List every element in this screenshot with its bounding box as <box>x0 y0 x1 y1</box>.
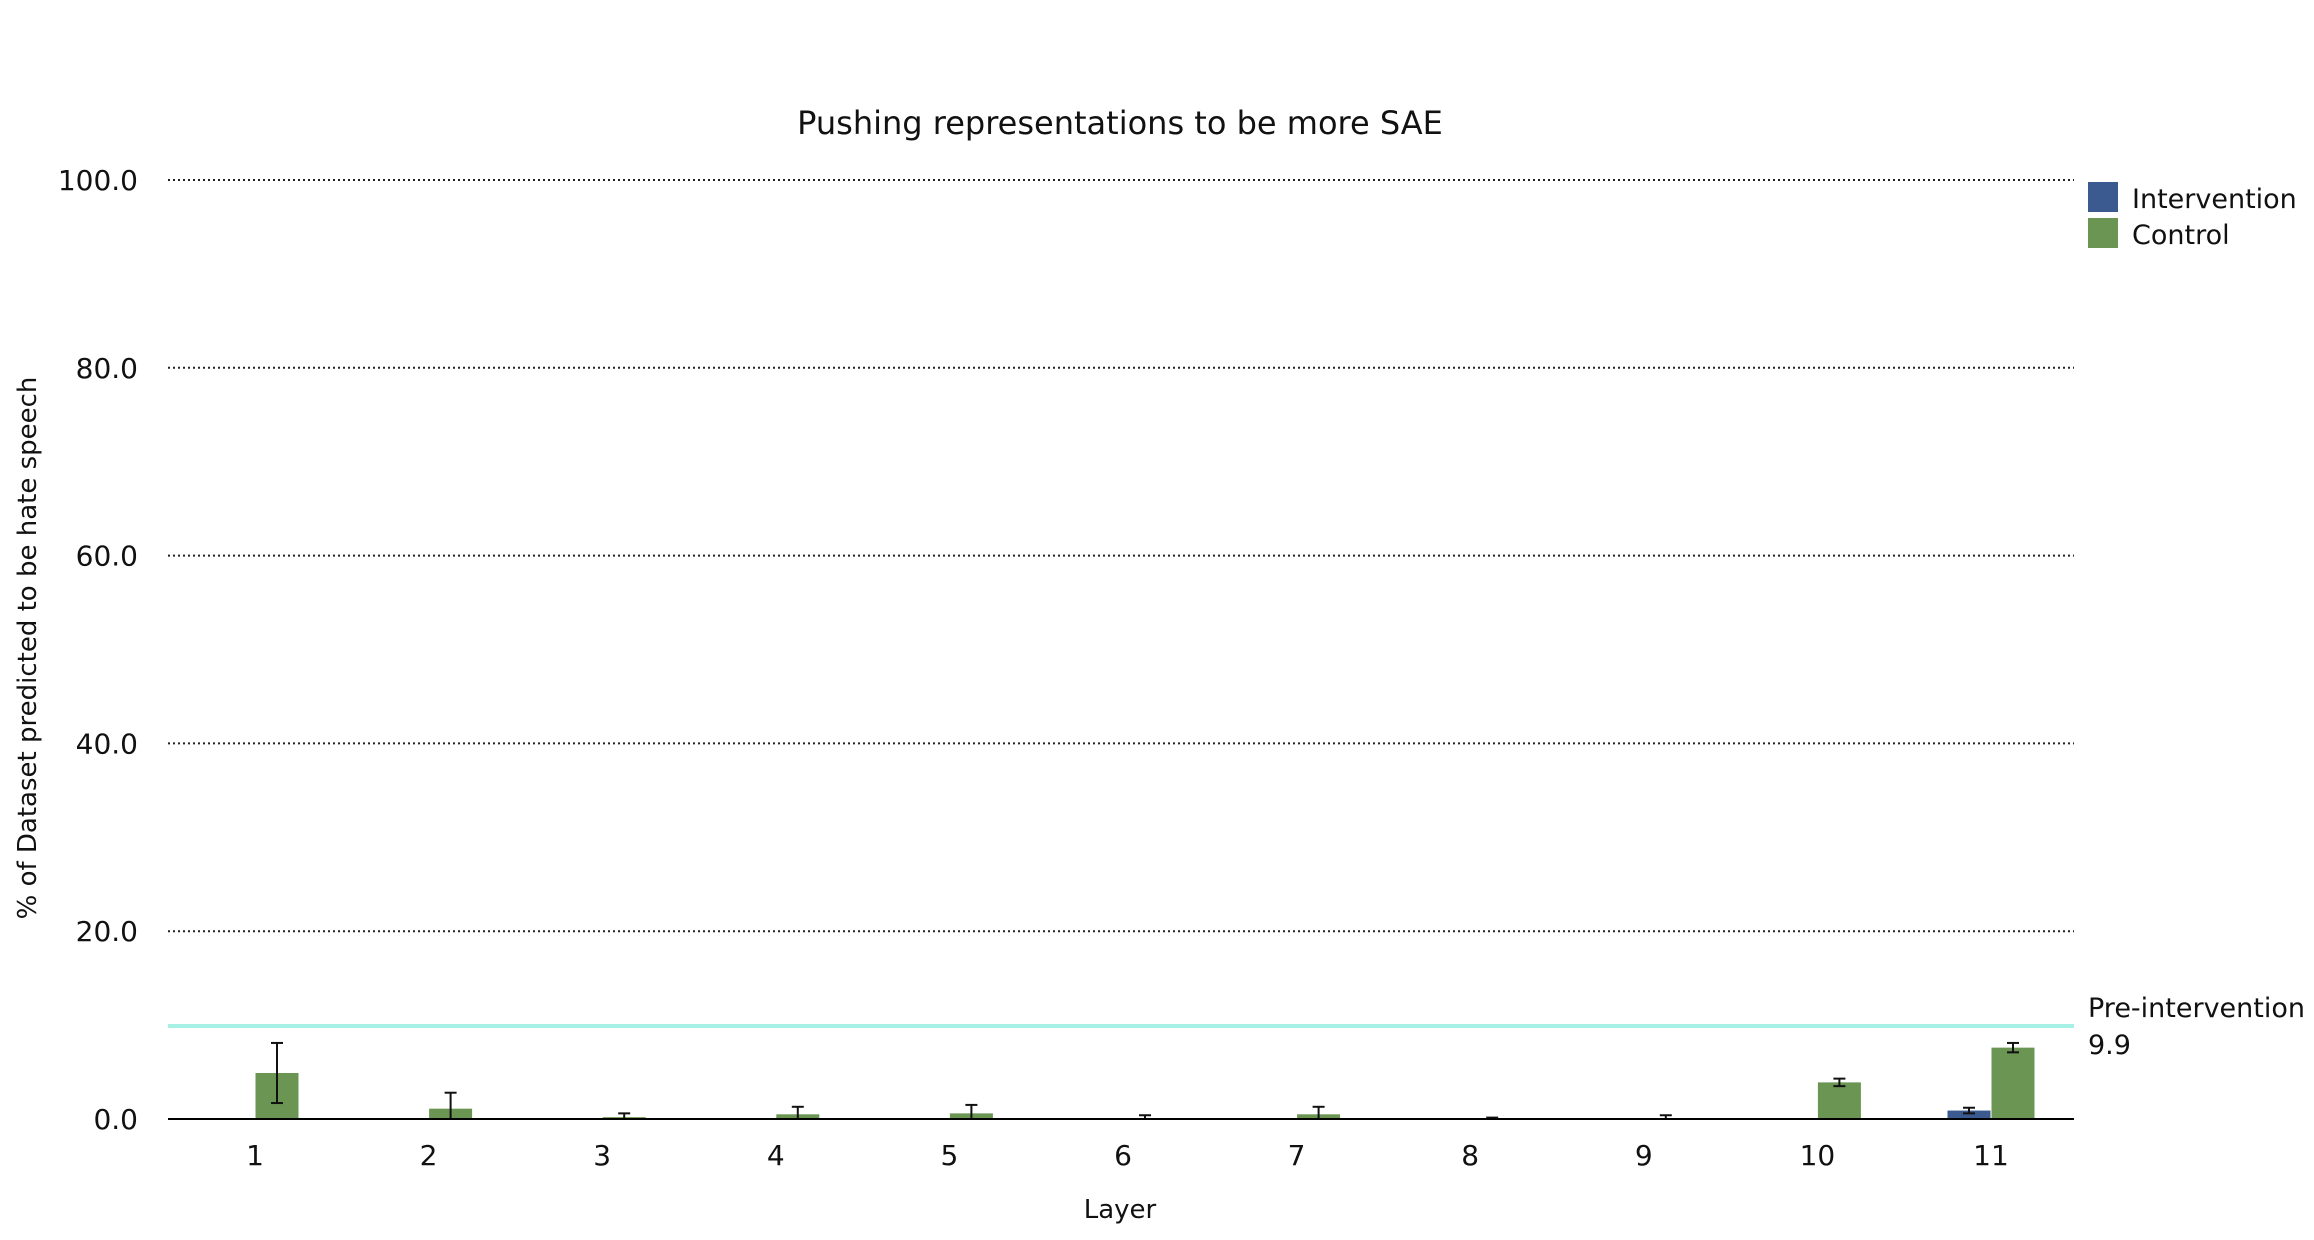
y-axis-label: % of Dataset predicted to be hate speech <box>13 377 43 920</box>
error-bar-intervention-layer-11 <box>1963 1106 1975 1115</box>
y-tick-label: 0.0 <box>93 1103 138 1136</box>
error-bar-control-layer-1 <box>271 1041 283 1105</box>
y-tick-labels: 0.0 20.0 40.0 60.0 80.0 100.0 <box>58 164 138 1136</box>
error-bar-control-layer-10 <box>1833 1077 1846 1088</box>
bar-control-layer-10 <box>1817 1082 1861 1119</box>
reference-line-value: 9.9 <box>2088 1030 2131 1061</box>
x-axis-label: Layer <box>1084 1195 1157 1225</box>
legend-label-intervention: Intervention <box>2132 184 2297 215</box>
reference-line-label: Pre-intervention <box>2088 993 2305 1024</box>
x-tick-label: 2 <box>420 1139 438 1172</box>
reference-line-group: Pre-intervention 9.9 <box>168 993 2305 1061</box>
chart-title: Pushing representations to be more SAE <box>797 104 1443 142</box>
legend-label-control: Control <box>2132 220 2230 251</box>
x-tick-label: 10 <box>1800 1139 1836 1172</box>
error-bar-control-layer-11 <box>2007 1041 2019 1054</box>
legend-swatch-control <box>2088 218 2118 248</box>
y-tick-label: 80.0 <box>76 352 138 385</box>
x-tick-label: 11 <box>1973 1139 2009 1172</box>
y-tick-label: 60.0 <box>76 540 138 573</box>
y-tick-label: 100.0 <box>58 164 138 197</box>
legend: Intervention Control <box>2088 182 2297 251</box>
bar-control-layer-11 <box>1991 1047 2035 1119</box>
x-tick-label: 5 <box>940 1139 958 1172</box>
y-tick-label: 40.0 <box>76 727 138 760</box>
y-tick-label: 20.0 <box>76 915 138 948</box>
x-tick-label: 9 <box>1635 1139 1653 1172</box>
gridlines <box>168 179 2074 933</box>
error-bars-group <box>271 1041 2019 1120</box>
x-tick-label: 3 <box>593 1139 611 1172</box>
x-tick-label: 6 <box>1114 1139 1132 1172</box>
x-tick-labels: 1 2 3 4 5 6 7 8 9 10 11 <box>246 1139 2009 1172</box>
x-tick-label: 8 <box>1461 1139 1479 1172</box>
bars-group <box>255 1047 2035 1119</box>
x-tick-label: 7 <box>1288 1139 1306 1172</box>
x-tick-label: 1 <box>246 1139 264 1172</box>
legend-swatch-intervention <box>2088 182 2118 212</box>
bar-intervention-layer-11 <box>1947 1110 1991 1119</box>
x-tick-label: 4 <box>767 1139 785 1172</box>
